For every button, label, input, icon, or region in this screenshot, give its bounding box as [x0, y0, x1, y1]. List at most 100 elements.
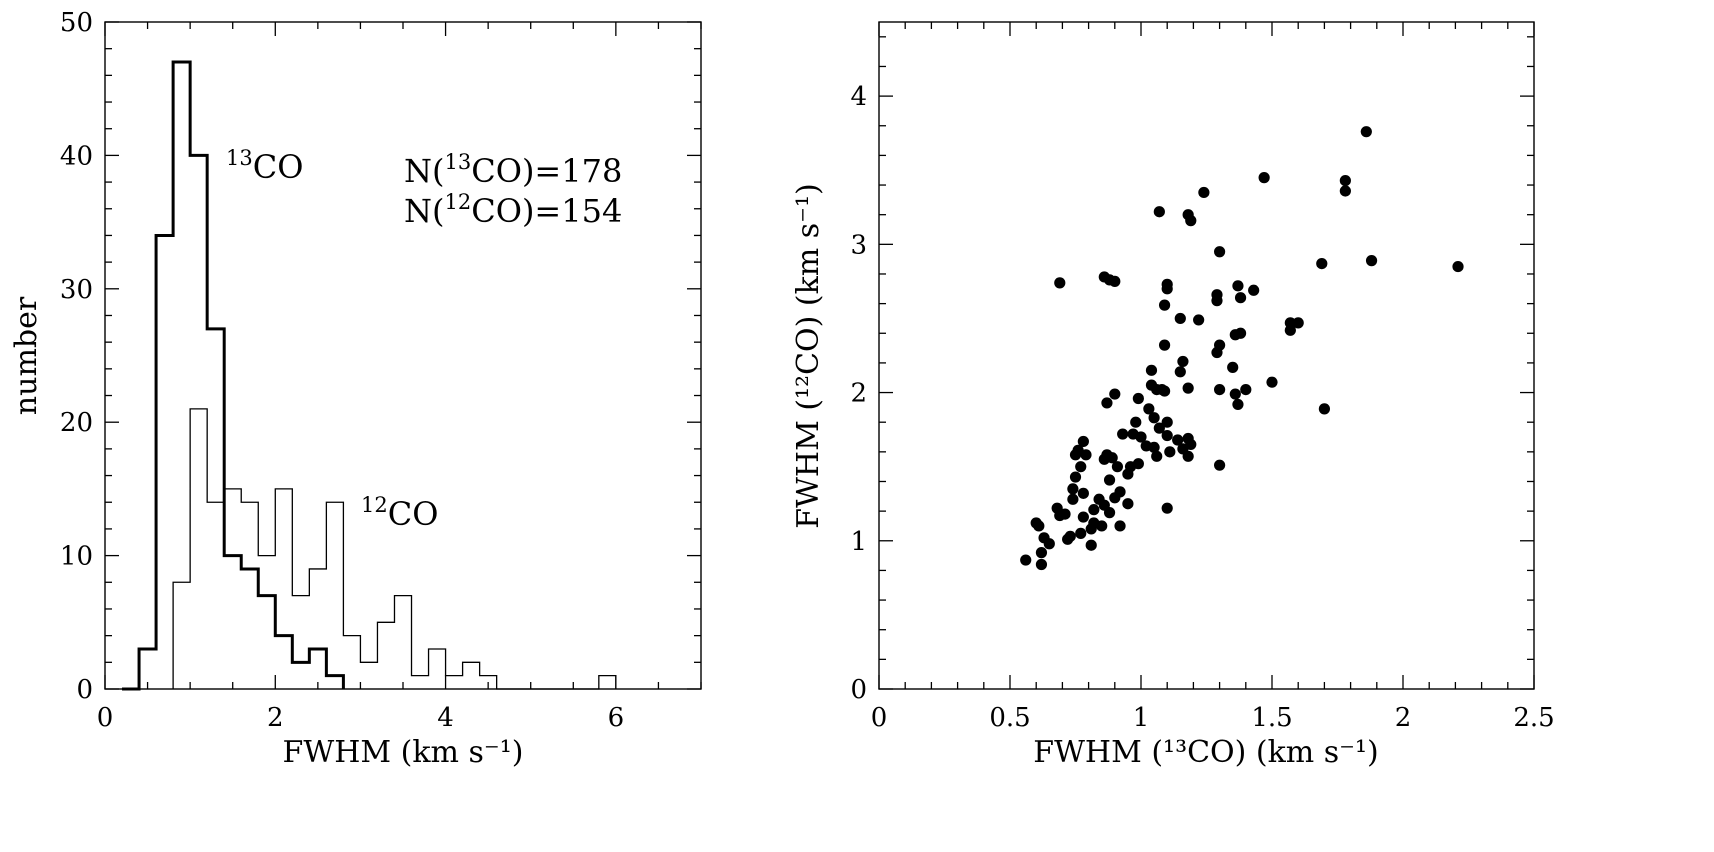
scatter-point	[1158, 385, 1171, 397]
scatter-point	[1085, 539, 1097, 551]
histogram-x-label: FWHM (km s⁻¹)	[283, 735, 524, 770]
scatter-point	[1232, 398, 1244, 411]
scatter-point	[1132, 392, 1144, 405]
annotation-n13co-post: CO)=178	[471, 152, 622, 190]
annotation-n12co-post: CO)=154	[471, 192, 622, 230]
scatter-point	[1193, 314, 1205, 326]
scatter-point	[1229, 388, 1241, 400]
scatter-point	[1035, 558, 1048, 571]
histogram-series-co13	[122, 60, 345, 691]
scatter-point	[1174, 312, 1186, 325]
scatter-point	[1248, 284, 1260, 296]
histogram-tick-labels: 0 2 4 6 0 10 20 30 40 50	[60, 8, 624, 733]
histogram-x-tick-label: 6	[608, 703, 625, 733]
scatter-point	[1174, 366, 1186, 378]
label-co13: 13CO	[226, 146, 303, 186]
histogram-y-tick-label: 50	[60, 8, 93, 38]
scatter-point	[1240, 383, 1252, 396]
scatter-point	[1088, 504, 1100, 516]
scatter-point	[1234, 327, 1247, 339]
annotation-n12co-sup: 12	[444, 190, 471, 214]
scatter-ticks	[878, 22, 1535, 690]
scatter-tick-labels: 0 0.5 1 1.5 2 2.5 0 1 2 3 4	[850, 82, 1554, 733]
scatter-frame	[878, 21, 1535, 690]
scatter-point	[1153, 422, 1165, 434]
scatter-panel: 0 0.5 1 1.5 2 2.5 0 1 2 3 4 FWHM (¹³CO) (km s⁻¹) F…	[791, 21, 1555, 770]
scatter-point	[1161, 283, 1173, 295]
scatter-y-tick-label: 0	[850, 675, 867, 705]
scatter-point	[1075, 527, 1087, 539]
scatter-point	[1234, 292, 1247, 304]
scatter-point	[1103, 507, 1116, 519]
annotation-n13co-sup: 13	[444, 150, 471, 174]
scatter-point	[1077, 511, 1089, 523]
scatter-point	[1148, 412, 1160, 424]
scatter-point	[1185, 438, 1197, 451]
scatter-point	[1122, 498, 1134, 510]
scatter-point	[1232, 280, 1244, 292]
scatter-point	[1158, 339, 1171, 351]
scatter-y-tick-label: 1	[850, 527, 867, 557]
scatter-point	[1114, 486, 1126, 498]
scatter-point	[1318, 403, 1330, 415]
histogram-y-tick-label: 10	[60, 542, 93, 572]
histogram-y-tick-label: 0	[76, 675, 93, 705]
scatter-point	[1177, 355, 1189, 368]
scatter-point	[1067, 483, 1079, 495]
histogram-x-tick-label: 4	[437, 703, 454, 733]
scatter-point	[1227, 361, 1239, 373]
annotation-n13co: N(13CO)=178	[404, 150, 622, 190]
scatter-point	[1185, 215, 1197, 227]
scatter-point	[1198, 186, 1210, 199]
scatter-point	[1132, 458, 1144, 470]
scatter-y-tick-label: 3	[850, 230, 867, 260]
scatter-point	[1114, 520, 1126, 532]
scatter-point	[1043, 538, 1055, 550]
scatter-point	[1069, 471, 1082, 483]
scatter-point	[1145, 364, 1158, 376]
scatter-point	[1106, 452, 1118, 464]
scatter-point	[1117, 428, 1129, 440]
scatter-point	[1158, 299, 1171, 311]
scatter-x-tick-label: 2	[1395, 703, 1412, 733]
scatter-point	[1111, 461, 1124, 473]
scatter-point	[1292, 317, 1304, 329]
scatter-x-tick-label: 0.5	[989, 703, 1030, 733]
scatter-point	[1109, 388, 1121, 400]
scatter-point	[1103, 474, 1116, 486]
scatter-point	[1148, 441, 1160, 453]
scatter-point	[1214, 383, 1226, 396]
histogram-x-tick-label: 2	[267, 703, 284, 733]
label-co12: 12CO	[361, 493, 438, 533]
scatter-point	[1054, 277, 1066, 289]
scatter-point	[1360, 126, 1372, 138]
scatter-point	[1067, 493, 1079, 505]
scatter-y-tick-label: 4	[850, 82, 867, 112]
annotation-n12co: N(12CO)=154	[404, 190, 622, 230]
histogram-y-tick-label: 40	[60, 141, 93, 171]
scatter-point	[1161, 429, 1173, 442]
scatter-point	[1182, 450, 1194, 462]
histogram-frame	[104, 21, 702, 690]
scatter-point	[1214, 246, 1226, 258]
scatter-x-tick-label: 0	[871, 703, 888, 733]
scatter-x-tick-label: 1.5	[1251, 703, 1292, 733]
scatter-point	[1266, 376, 1278, 388]
scatter-point	[1365, 255, 1378, 267]
scatter-point	[1130, 416, 1142, 428]
scatter-point	[1452, 260, 1464, 273]
scatter-point	[1153, 206, 1165, 218]
histogram-ticks	[104, 21, 702, 690]
scatter-point	[1161, 502, 1173, 514]
histogram-x-tick-label: 0	[97, 703, 114, 733]
scatter-point	[1214, 459, 1226, 471]
scatter-point	[1182, 382, 1194, 394]
annotation-n12co-pre: N(	[404, 192, 444, 230]
scatter-y-label: FWHM (¹²CO) (km s⁻¹)	[791, 183, 826, 528]
scatter-point	[1080, 449, 1092, 461]
scatter-x-label: FWHM (¹³CO) (km s⁻¹)	[1033, 735, 1378, 770]
scatter-point	[1172, 434, 1184, 446]
scatter-point	[1164, 446, 1176, 458]
